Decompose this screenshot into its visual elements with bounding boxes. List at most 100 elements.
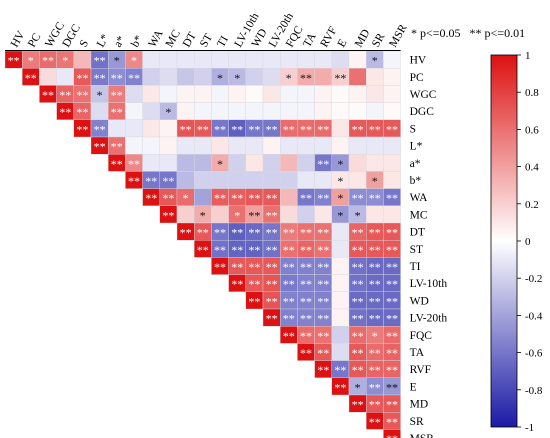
cell-b*-FQC xyxy=(280,171,298,189)
cell-b*-LV-20th xyxy=(262,171,281,189)
col-label-SR: SR xyxy=(370,31,388,49)
sig-PC-PC: ** xyxy=(25,71,37,85)
sig-DT-RVF: ** xyxy=(317,226,329,240)
cell-S-a* xyxy=(107,119,126,138)
cell-WA-ST xyxy=(193,188,212,207)
sig-ST-ST: ** xyxy=(197,243,209,257)
sig-MSR-MSR: ** xyxy=(386,432,398,438)
sig-LV-10th-FQC: ** xyxy=(283,277,295,291)
cell-DGC-WD xyxy=(245,102,264,120)
sig-b*-MC: ** xyxy=(162,174,174,188)
sig-WD-WD: ** xyxy=(248,294,260,308)
sig-LV-20th-MSR: ** xyxy=(386,312,398,326)
cell-L*-SR xyxy=(366,136,384,155)
cell-HV-LV-20th xyxy=(262,50,281,69)
sig-LV-10th-MD: ** xyxy=(352,277,364,291)
sig-MC-LV-20th: ** xyxy=(266,208,278,222)
sig-E-SR: ** xyxy=(369,380,381,394)
sig-ST-FQC: ** xyxy=(283,243,295,257)
colorbar-bar xyxy=(490,54,518,428)
sig-SR-SR: ** xyxy=(369,415,381,429)
col-label-DT: DT xyxy=(181,30,199,49)
sig-TI-MD: ** xyxy=(352,260,364,274)
cell-HV-MC xyxy=(159,50,178,69)
sig-LV-20th-SR: ** xyxy=(369,312,381,326)
row-labels: HV PC WGC DGC S L* a* b* WA MC DT ST TI LV-10th WD LV-2… xyxy=(410,55,448,438)
sig-PC-S: ** xyxy=(76,71,88,85)
row-label-TA: TA xyxy=(410,347,425,359)
sig-WA-RVF: ** xyxy=(317,191,329,205)
sig-PC-FQC: * xyxy=(286,71,292,85)
cell-TA-E xyxy=(331,343,350,361)
col-label-RVF: RVF xyxy=(318,25,339,50)
row-label-MD: MD xyxy=(410,399,429,411)
col-label-TA: TA xyxy=(301,30,319,49)
sig-DT-SR: ** xyxy=(369,226,381,240)
cell-MC-SR xyxy=(366,205,384,224)
sig-E-MSR: ** xyxy=(386,380,398,394)
sig-HV-PC: * xyxy=(28,54,34,68)
sig-FQC-MSR: ** xyxy=(386,329,398,343)
cell-L*-LV-20th xyxy=(262,136,281,155)
cell-PC-MSR xyxy=(383,67,401,86)
cell-HV-LV-10th xyxy=(228,50,247,69)
sig-DGC-DGC: ** xyxy=(59,105,71,119)
cell-DGC-SR xyxy=(366,102,384,120)
cell-HV-RVF xyxy=(314,50,333,69)
sig-FQC-RVF: ** xyxy=(317,329,329,343)
cell-a*-ST xyxy=(193,153,212,172)
cell-L*-WD xyxy=(245,136,264,155)
cell-S-b* xyxy=(125,119,143,138)
cell-HV-FQC xyxy=(280,50,298,69)
sig-MD-MSR: ** xyxy=(386,398,398,412)
sig-WA-DT: * xyxy=(183,191,189,205)
sig-DT-FQC: ** xyxy=(283,226,295,240)
sig-LV-10th-TA: ** xyxy=(300,277,312,291)
cell-HV-E xyxy=(331,50,350,69)
significance-one-star: * p<=0.05 xyxy=(411,26,461,40)
col-label-PC: PC xyxy=(26,31,44,49)
cell-a*-LV-10th xyxy=(228,153,247,172)
sig-HV-a*: * xyxy=(114,54,120,68)
sig-DT-MD: ** xyxy=(352,226,364,240)
cell-LV-10th-E xyxy=(331,274,350,293)
sig-LV-10th-RVF: ** xyxy=(317,277,329,291)
cell-WD-E xyxy=(331,291,350,310)
sig-TI-WD: ** xyxy=(248,260,260,274)
sig-DT-TI: ** xyxy=(214,226,226,240)
col-label-b*: b* xyxy=(129,33,145,49)
sig-RVF-RVF: ** xyxy=(317,363,329,377)
cell-S-WA xyxy=(142,119,161,138)
sig-SR-MSR: ** xyxy=(386,415,398,429)
sig-TA-TA: ** xyxy=(300,346,312,360)
sig-WA-WA: ** xyxy=(145,191,157,205)
sig-WD-FQC: ** xyxy=(283,294,295,308)
significance-two-star: ** p<=0.01 xyxy=(469,26,526,40)
sig-S-MSR: ** xyxy=(386,122,398,136)
cell-PC-ST xyxy=(193,67,212,86)
sig-HV-DGC: * xyxy=(62,54,68,68)
col-label-E: E xyxy=(336,37,350,49)
row-label-LV-20th: LV-20th xyxy=(410,313,448,325)
cell-MC-FQC xyxy=(280,205,298,224)
cell-L*-TI xyxy=(211,136,229,155)
cell-b*-RVF xyxy=(314,171,333,189)
sig-b*-b*: ** xyxy=(128,174,140,188)
row-label-LV-10th: LV-10th xyxy=(410,278,448,290)
row-label-a*: a* xyxy=(410,158,421,170)
sig-ST-MD: ** xyxy=(352,243,364,257)
sig-S-L*: ** xyxy=(94,122,106,136)
sig-TI-LV-20th: ** xyxy=(266,260,278,274)
sig-PC-TI: * xyxy=(217,71,223,85)
colorbar-tick-label: 0.8 xyxy=(525,87,539,99)
sig-S-SR: ** xyxy=(369,122,381,136)
cell-WGC-ST xyxy=(193,85,212,103)
cell-DT-E xyxy=(331,222,350,241)
sig-FQC-SR: * xyxy=(372,329,378,343)
cell-b*-TI xyxy=(211,171,229,189)
cell-L*-ST xyxy=(193,136,212,155)
cell-PC-MD xyxy=(348,67,367,86)
row-label-MSR: MSR xyxy=(410,433,435,438)
sig-WA-TI: ** xyxy=(214,191,226,205)
sig-a*-a*: ** xyxy=(111,157,123,171)
